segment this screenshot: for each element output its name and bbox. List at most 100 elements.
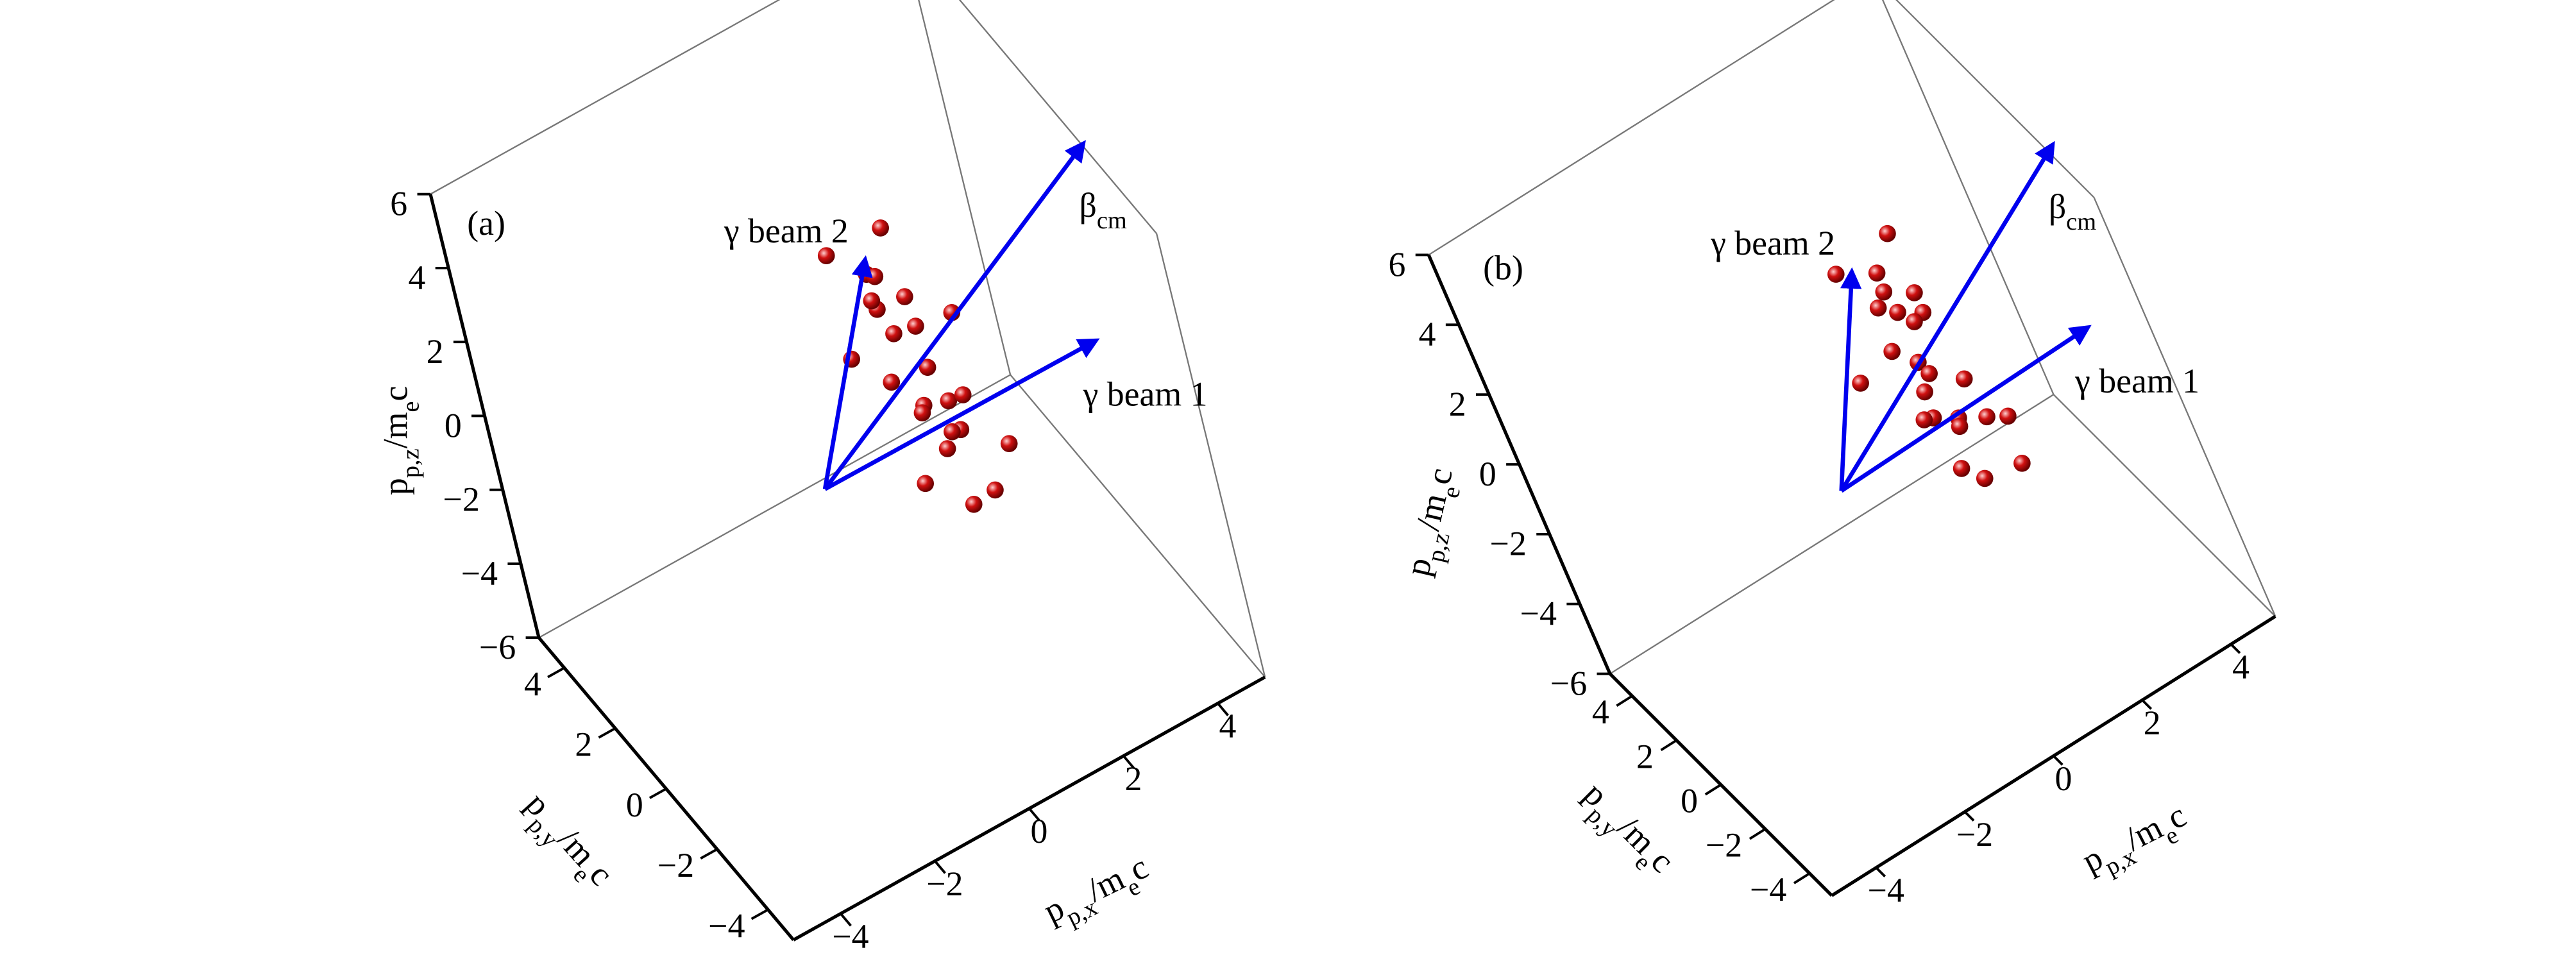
box-edge (958, 0, 1157, 234)
point (896, 288, 913, 305)
x-tick (2141, 699, 2153, 710)
subscript: e (397, 401, 424, 412)
box-edge (1881, 0, 2055, 395)
y-tick-label: 2 (575, 725, 592, 764)
text-part: /m (1610, 809, 1663, 862)
x-tick-label: 2 (2144, 704, 2161, 742)
point (1920, 365, 1938, 382)
point (1889, 303, 1906, 321)
x-axis (792, 675, 1266, 942)
z-tick-label: −6 (479, 628, 516, 666)
box-edge (430, 0, 781, 195)
y-tick-label: 2 (1636, 737, 1654, 775)
y-tick (1660, 739, 1677, 752)
x-tick (2053, 755, 2063, 766)
x-tick (2230, 643, 2241, 654)
text-part: γ beam 1 (1083, 375, 1208, 414)
point (2013, 454, 2031, 472)
x-tick-label: 4 (1219, 707, 1237, 745)
point (1953, 460, 1970, 477)
z-tick-label: −6 (1550, 664, 1587, 702)
panel-label: (a) (467, 204, 505, 242)
z-axis-label: pp,z/mec (377, 386, 424, 495)
x-tick (1217, 702, 1229, 716)
point (1955, 370, 1973, 388)
y-tick-label: 0 (626, 786, 643, 824)
x-tick-label: 2 (1125, 759, 1142, 798)
box-edge (1428, 0, 1835, 256)
y-tick (750, 908, 769, 920)
point (866, 267, 884, 285)
panel-label: (b) (1483, 248, 1523, 287)
y-tick-label: 4 (524, 664, 541, 703)
point (863, 292, 881, 310)
vector-arrow (1840, 325, 2092, 493)
z-tick-label: −4 (461, 554, 498, 593)
box-edge (1155, 233, 1266, 677)
z-tick-label: −4 (1520, 595, 1557, 633)
vector-arrow (822, 255, 873, 490)
y-tick-label: −2 (657, 846, 694, 884)
vector-label: γ beam 2 (1710, 224, 1835, 262)
y-tick (648, 788, 667, 799)
x-tick (1875, 866, 1886, 877)
subscript: p,z (397, 448, 424, 478)
box-edge (1895, 0, 2095, 198)
z-tick-label: 2 (1449, 385, 1466, 423)
box-edge (538, 374, 1011, 639)
point (1883, 342, 1901, 360)
subscript: cm (2066, 208, 2096, 235)
box-edge (1609, 394, 2055, 675)
text-part: γ beam 2 (724, 212, 849, 250)
z-tick-label: 6 (1388, 245, 1405, 283)
point (913, 404, 931, 422)
x-tick-label: −2 (1956, 815, 1993, 854)
x-tick-label: 0 (2055, 759, 2072, 798)
x-tick-label: 4 (2232, 648, 2250, 686)
y-tick-label: −4 (708, 906, 745, 945)
x-tick (1963, 811, 1975, 822)
vector-arrow (1839, 267, 1862, 491)
text-part: /m (1409, 490, 1454, 534)
y-tick (1749, 827, 1767, 840)
y-axis-label: pp,y/mec (1570, 775, 1682, 887)
text-part: /m (377, 412, 415, 449)
z-tick-label: 4 (408, 258, 425, 297)
point (1916, 383, 1933, 401)
subscript: cm (1097, 207, 1127, 234)
x-tick-label: −2 (926, 865, 963, 903)
y-tick-label: −4 (1750, 870, 1786, 909)
y-axis-label: pp,y/mec (511, 785, 621, 899)
point (1978, 408, 1996, 426)
x-tick-label: 0 (1031, 812, 1048, 850)
point (954, 386, 972, 403)
point (1827, 266, 1845, 283)
point (940, 392, 958, 410)
point (1869, 299, 1887, 317)
text-part: β (2049, 187, 2066, 226)
y-tick-label: 4 (1592, 693, 1609, 731)
z-tick-label: 2 (427, 332, 444, 371)
vector-label: γ beam 1 (2074, 362, 2199, 400)
box-edge (918, 0, 1012, 375)
y-tick (1616, 695, 1633, 707)
box-edge (1010, 374, 1266, 678)
x-tick (1028, 807, 1040, 822)
y-tick (1704, 783, 1722, 796)
text-part: c (377, 386, 415, 401)
point (1000, 435, 1018, 452)
y-tick (1793, 872, 1811, 884)
point (1875, 283, 1893, 301)
point (872, 219, 889, 237)
text-part: γ beam 1 (2074, 362, 2199, 400)
y-tick-label: −2 (1706, 826, 1742, 865)
point (1906, 284, 1923, 301)
point (1906, 313, 1923, 330)
point (965, 495, 983, 513)
y-tick-label: 0 (1681, 782, 1698, 820)
vector-label: βcm (1080, 186, 1127, 233)
y-tick (547, 666, 565, 679)
box-edge (2053, 394, 2276, 617)
